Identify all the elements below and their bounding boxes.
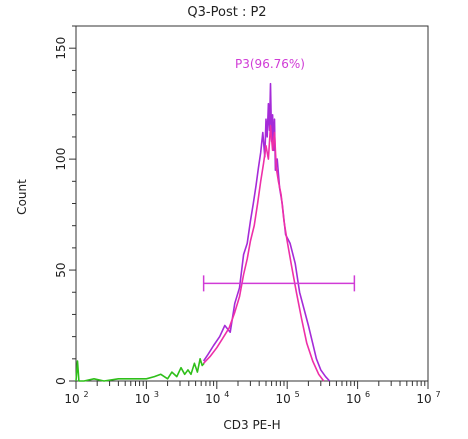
x-tick-exponent: 7 [435,390,440,399]
y-tick-label: 0 [54,377,68,385]
histogram-trace-1 [75,357,205,382]
y-tick-label: 100 [54,148,68,171]
x-tick-label: 10 [346,392,361,406]
chart-title: Q3-Post : P2 [187,5,266,20]
x-tick-exponent: 5 [295,390,300,399]
x-tick-label: 10 [64,392,79,406]
gate-label: P3(96.76%) [235,57,305,71]
x-tick-exponent: 4 [224,390,229,399]
y-tick-label: 150 [54,37,68,60]
x-tick-exponent: 2 [83,390,88,399]
plot-frame [75,25,429,382]
x-tick-label: 10 [135,392,150,406]
histogram-trace-3 [203,125,325,382]
x-tick-exponent: 6 [365,390,370,399]
y-axis-label: Count [15,179,29,215]
x-tick-label: 10 [205,392,220,406]
x-axis-label: CD3 PE-H [223,418,280,432]
x-tick-label: 10 [276,392,291,406]
x-tick-label: 10 [416,392,431,406]
y-tick-label: 50 [54,262,68,277]
histogram-trace-2 [202,82,331,382]
x-tick-exponent: 3 [154,390,159,399]
